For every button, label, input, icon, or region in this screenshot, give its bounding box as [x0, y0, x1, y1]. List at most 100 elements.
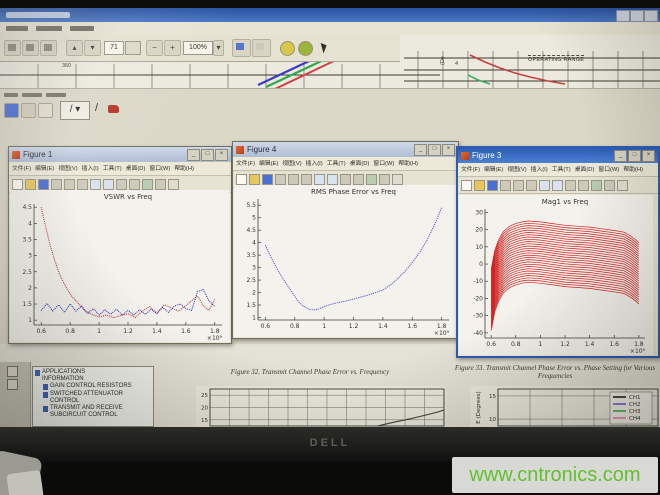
open-icon[interactable] [249, 173, 260, 185]
open-icon[interactable] [474, 179, 485, 191]
pages-panel-icon[interactable] [7, 379, 18, 390]
pdf-close-button[interactable] [644, 10, 658, 22]
menu-item[interactable]: 帮助(H) [174, 166, 194, 172]
pdf-menu-blur[interactable] [70, 26, 94, 31]
menu-item[interactable]: 桌面(D) [574, 167, 595, 173]
menu-item[interactable]: 插入(I) [530, 167, 548, 173]
legend-icon[interactable] [617, 179, 628, 191]
menu-item[interactable]: 工具(T) [551, 167, 571, 173]
pen-tool-group[interactable]: / ▾ [60, 101, 90, 120]
menu-item[interactable]: 文件(F) [12, 166, 31, 172]
menu-item[interactable]: 插入(I) [305, 161, 323, 167]
markup-menu-blur[interactable] [22, 93, 42, 97]
pdf-menu-blur[interactable] [6, 26, 28, 31]
new-figure-icon[interactable] [461, 179, 472, 191]
tool-round-green-icon[interactable] [298, 41, 313, 56]
new-figure-icon[interactable] [236, 173, 247, 185]
zoom-in-icon[interactable] [77, 178, 88, 190]
mail-icon[interactable] [38, 103, 53, 118]
zoom-out-icon[interactable] [314, 173, 325, 185]
datacursor-icon[interactable] [129, 178, 140, 190]
legend-icon[interactable] [392, 173, 403, 185]
maximize-button[interactable]: □ [428, 143, 441, 156]
menu-item[interactable]: 窗口(W) [373, 161, 395, 167]
figure-window-4[interactable]: Figure 4 _ □ × 文件(F) 编辑(E) 视图(V) 插入(I) 工具(T)… [232, 141, 459, 339]
zoom-in-icon[interactable]: + [164, 40, 181, 56]
menu-item[interactable]: 工具(T) [326, 161, 346, 167]
bookmark-item[interactable]: GAIN CONTROL RESISTORS [43, 383, 151, 390]
menu-item[interactable]: 文件(F) [461, 167, 480, 173]
figure-window-3[interactable]: Figure 3 _ □ × 文件(F) 编辑(E) 视图(V) 插入(I) 工具(T)… [456, 146, 660, 358]
save-icon[interactable] [40, 40, 57, 56]
pan-icon[interactable] [552, 179, 563, 191]
save-icon[interactable] [262, 173, 273, 185]
print-icon[interactable] [51, 178, 62, 190]
save-icon[interactable] [487, 179, 498, 191]
zoom-in-icon[interactable] [301, 173, 312, 185]
figure-window-1[interactable]: Figure 1 _ □ × 文件(F) 编辑(E) 视图(V) 插入(I) 工具(T)… [8, 146, 232, 344]
tool-round-yellow-icon[interactable] [280, 41, 295, 56]
pdf-maximize-button[interactable] [630, 10, 644, 22]
menu-item[interactable]: 视图(V) [282, 161, 302, 167]
page-up-icon[interactable]: ▴ [66, 40, 83, 56]
legend-icon[interactable] [168, 178, 179, 190]
menu-item[interactable]: 视图(V) [507, 167, 527, 173]
save-icon[interactable] [4, 103, 19, 118]
menu-item[interactable]: 窗口(W) [598, 167, 620, 173]
menu-item[interactable]: 编辑(E) [484, 167, 504, 173]
print-icon[interactable] [21, 103, 36, 118]
pencil-tool-icon[interactable]: / [95, 102, 99, 114]
rotate-icon[interactable] [340, 173, 351, 185]
bookmark-item[interactable]: APPLICATIONS INFORMATION [35, 369, 151, 382]
open-icon[interactable] [25, 178, 36, 190]
zoom-in-icon[interactable] [526, 179, 537, 191]
markup-menu-blur[interactable] [4, 93, 18, 97]
colorbar-icon[interactable] [155, 178, 166, 190]
zoom-out-icon[interactable] [90, 178, 101, 190]
menu-item[interactable]: 工具(T) [102, 166, 122, 172]
print-icon[interactable] [500, 179, 511, 191]
menu-item[interactable]: 帮助(H) [398, 161, 418, 167]
pdf-menu-blur[interactable] [36, 26, 62, 31]
menu-item[interactable]: 视图(V) [58, 166, 78, 172]
pdf-minimize-button[interactable] [616, 10, 630, 22]
cursor-icon[interactable] [288, 173, 299, 185]
pan-icon[interactable] [327, 173, 338, 185]
minimize-button[interactable]: _ [614, 149, 627, 162]
print-icon[interactable] [22, 40, 39, 56]
markup-menu-blur[interactable] [46, 93, 66, 97]
colorbar-icon[interactable] [379, 173, 390, 185]
menu-item[interactable]: 编辑(E) [35, 166, 55, 172]
rotate-icon[interactable] [565, 179, 576, 191]
minimize-button[interactable]: _ [414, 143, 427, 156]
pointer-tool-icon[interactable] [320, 41, 329, 54]
colorbar-icon[interactable] [604, 179, 615, 191]
minimize-button[interactable]: _ [187, 148, 200, 161]
cursor-icon[interactable] [513, 179, 524, 191]
bookmark-item[interactable]: SWITCHED ATTENUATOR CONTROL [43, 391, 151, 404]
brush-icon[interactable] [591, 179, 602, 191]
menu-item[interactable]: 桌面(D) [125, 166, 146, 172]
maximize-button[interactable]: □ [628, 149, 641, 162]
close-button[interactable]: × [642, 149, 655, 162]
new-figure-icon[interactable] [12, 178, 23, 190]
zoom-out-icon[interactable] [539, 179, 550, 191]
menu-item[interactable]: 文件(F) [236, 161, 255, 167]
menu-item[interactable]: 窗口(W) [149, 166, 171, 172]
bookmark-item[interactable]: TRANSMIT AND RECEIVE SUBCIRCUIT CONTROL [43, 405, 151, 418]
pan-icon[interactable] [103, 178, 114, 190]
brush-icon[interactable] [142, 178, 153, 190]
menu-item[interactable]: 编辑(E) [259, 161, 279, 167]
page-down-icon[interactable]: ▾ [84, 40, 101, 56]
menu-item[interactable]: 帮助(H) [623, 167, 643, 173]
rotate-icon[interactable] [116, 178, 127, 190]
zoom-out-icon[interactable]: − [146, 40, 163, 56]
window-titlebar[interactable]: Figure 3 _ □ × [458, 148, 658, 163]
print-icon[interactable] [275, 173, 286, 185]
datacursor-icon[interactable] [353, 173, 364, 185]
close-button[interactable]: × [215, 148, 228, 161]
bookmarks-panel-icon[interactable] [7, 366, 18, 377]
window-titlebar[interactable]: Figure 4 _ □ × [233, 142, 458, 157]
maximize-button[interactable]: □ [201, 148, 214, 161]
zoom-dropdown-icon[interactable]: ▾ [213, 40, 224, 56]
